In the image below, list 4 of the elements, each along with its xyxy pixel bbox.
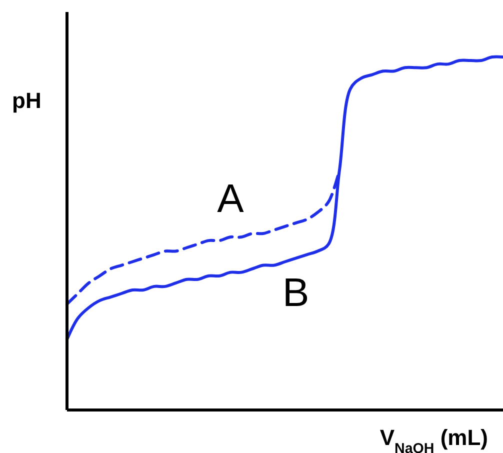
series-label: B [282, 271, 310, 316]
y-axis-title: pH [12, 88, 42, 113]
series-label: A [217, 177, 244, 222]
x-axis-title: V$_{NaOH}$ (mL) [380, 425, 488, 453]
